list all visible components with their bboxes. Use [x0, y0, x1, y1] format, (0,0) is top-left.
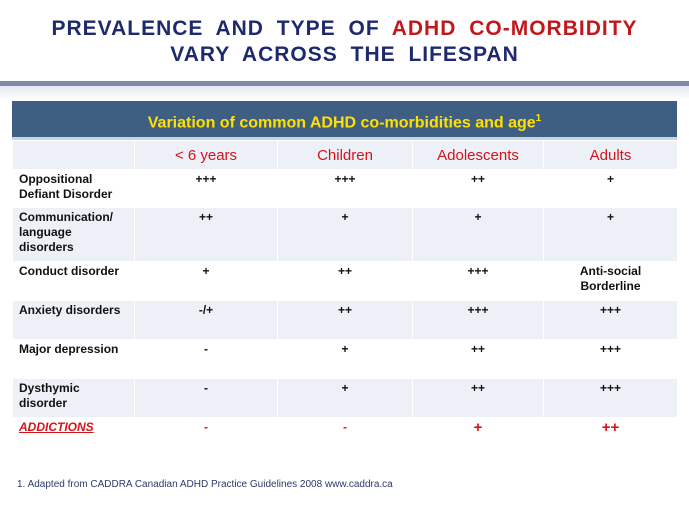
- table-cell: ++: [277, 300, 413, 340]
- row-label: Dysthymic disorder: [12, 378, 135, 418]
- title-line-2: VARY ACROSS THE LIFESPAN: [170, 43, 519, 66]
- header-divider: [0, 81, 689, 86]
- table-row: Conduct disorder + ++ +++ Anti-social Bo…: [12, 261, 678, 301]
- column-header: Adolescents: [412, 140, 544, 170]
- table-cell: +: [543, 207, 678, 262]
- table-cell: +++: [412, 261, 544, 301]
- table-cell: Anti-social Borderline: [543, 261, 678, 301]
- row-label: Communication/ language disorders: [12, 207, 135, 262]
- table-row: ADDICTIONS - - + ++: [12, 417, 678, 444]
- table-cell: -/+: [134, 300, 278, 340]
- table-header-row: < 6 years Children Adolescents Adults: [12, 140, 678, 170]
- table-cell: +++: [277, 169, 413, 208]
- header-corner-cell: [12, 140, 135, 170]
- row-label: ADDICTIONS: [12, 417, 135, 444]
- table-cell: -: [134, 339, 278, 379]
- title-line-1-prefix: PREVALENCE AND TYPE OF: [51, 17, 380, 40]
- table-cell: ++: [277, 261, 413, 301]
- table-cell: ++: [412, 169, 544, 208]
- table-cell: +: [277, 378, 413, 418]
- table-cell: +++: [543, 378, 678, 418]
- table-cell: ++: [543, 417, 678, 444]
- column-header: Adults: [543, 140, 678, 170]
- table-cell: ++: [412, 339, 544, 379]
- table-cell: +: [134, 261, 278, 301]
- table-cell: +: [412, 417, 544, 444]
- table-cell: +: [412, 207, 544, 262]
- table-cell: -: [277, 417, 413, 444]
- table-cell: +++: [543, 339, 678, 379]
- table-cell: -: [134, 417, 278, 444]
- table-cell: +++: [134, 169, 278, 208]
- row-label: Conduct disorder: [12, 261, 135, 301]
- table-cell: +: [543, 169, 678, 208]
- table-row: Dysthymic disorder - + ++ +++: [12, 378, 678, 418]
- table-cell: +++: [412, 300, 544, 340]
- table-cell: +++: [543, 300, 678, 340]
- header-divider-shadow: [0, 86, 689, 100]
- column-header: < 6 years: [134, 140, 278, 170]
- table-row: Oppositional Defiant Disorder +++ +++ ++…: [12, 169, 678, 208]
- footnote: 1. Adapted from CADDRA Canadian ADHD Pra…: [17, 479, 393, 490]
- banner-footnote-mark: 1: [535, 113, 542, 124]
- title-line-1: PREVALENCE AND TYPE OF ADHD CO-MORBIDITY: [0, 16, 689, 42]
- table-cell: ++: [134, 207, 278, 262]
- banner-text: Variation of common ADHD co-morbidities …: [147, 114, 536, 132]
- table-row: Anxiety disorders -/+ ++ +++ +++: [12, 300, 678, 340]
- table-row: Communication/ language disorders ++ + +…: [12, 207, 678, 262]
- row-label: Anxiety disorders: [12, 300, 135, 340]
- row-label: Oppositional Defiant Disorder: [12, 169, 135, 208]
- comorbidity-table: < 6 years Children Adolescents Adults Op…: [12, 140, 678, 444]
- table-cell: -: [134, 378, 278, 418]
- column-header: Children: [277, 140, 413, 170]
- title-line-1-accent: ADHD CO-MORBIDITY: [391, 17, 638, 40]
- slide-title: PREVALENCE AND TYPE OF ADHD CO-MORBIDITY…: [0, 16, 689, 68]
- table-banner: Variation of common ADHD co-morbidities …: [12, 101, 677, 140]
- table-cell: +: [277, 207, 413, 262]
- table-cell: ++: [412, 378, 544, 418]
- table-cell: +: [277, 339, 413, 379]
- row-label: Major depression: [12, 339, 135, 379]
- comorbidity-table-container: Variation of common ADHD co-morbidities …: [12, 101, 678, 444]
- table-row: Major depression - + ++ +++: [12, 339, 678, 379]
